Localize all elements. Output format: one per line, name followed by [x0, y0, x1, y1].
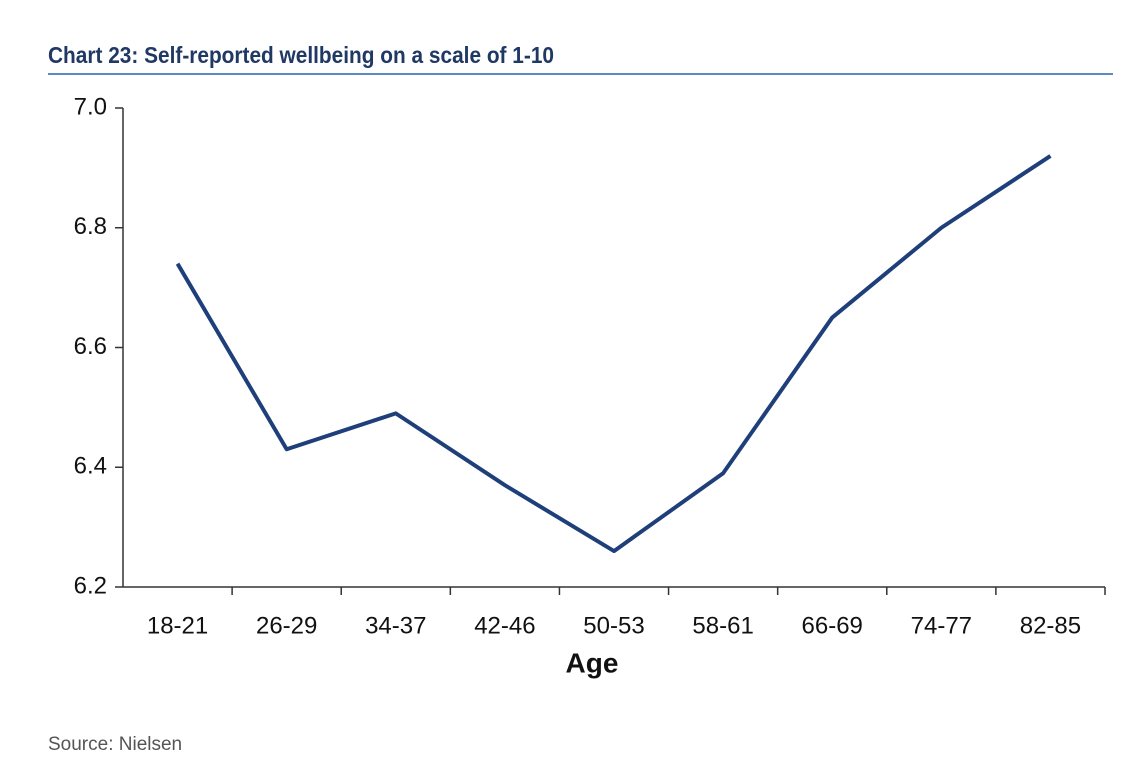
x-tick-label: 58-61	[692, 612, 753, 639]
line-series	[175, 154, 1052, 554]
x-tick-label: 34-37	[365, 612, 426, 639]
x-tick-label: 42-46	[474, 612, 535, 639]
x-tick-label: 74-77	[911, 612, 972, 639]
y-tick-label: 6.8	[74, 213, 107, 240]
y-tick-label: 6.6	[74, 333, 107, 360]
x-tick-label: 82-85	[1020, 612, 1081, 639]
x-tick-label: 66-69	[802, 612, 863, 639]
source: Source: Nielsen	[48, 734, 182, 755]
y-tick-label: 6.2	[74, 572, 107, 599]
x-tick-label: 18-21	[147, 612, 208, 639]
x-tick-label: 26-29	[256, 612, 317, 639]
chart-title: Chart 23: Self-reported wellbeing on a s…	[48, 42, 554, 68]
y-tick-label: 7.0	[74, 93, 107, 120]
x-axis-label: Age	[566, 647, 619, 678]
x-tick-label: 50-53	[583, 612, 644, 639]
y-tick-label: 6.4	[74, 453, 107, 480]
